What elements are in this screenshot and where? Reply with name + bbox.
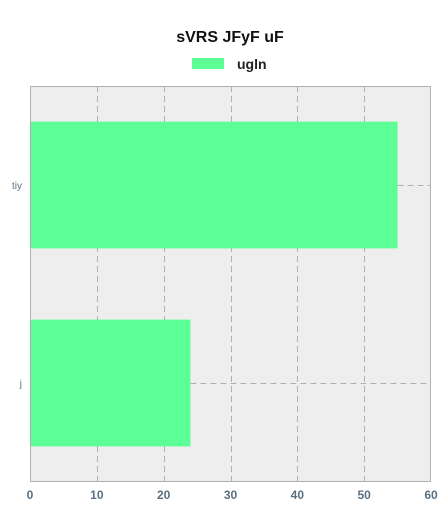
bar-j: [30, 319, 191, 447]
x-axis: 0 10 20 30 40 50 60: [27, 488, 438, 502]
x-tick-label: 0: [27, 488, 34, 502]
bar-tiy: [30, 121, 398, 249]
x-tick-label: 20: [157, 488, 171, 502]
x-tick-label: 50: [357, 488, 371, 502]
chart-title: sVRS JFyF uF: [176, 29, 284, 46]
x-tick-label: 40: [291, 488, 305, 502]
x-tick-label: 30: [224, 488, 238, 502]
y-axis: tiy j: [12, 181, 22, 390]
bars: [30, 121, 398, 447]
plot-border: [30, 86, 431, 482]
y-tick-label: j: [19, 379, 22, 390]
y-tick-label: tiy: [12, 181, 22, 192]
legend-label: ugln: [237, 56, 267, 72]
x-tick-label: 60: [424, 488, 438, 502]
x-tick-label: 10: [90, 488, 104, 502]
legend: ugln: [192, 56, 267, 72]
legend-swatch: [192, 58, 224, 69]
